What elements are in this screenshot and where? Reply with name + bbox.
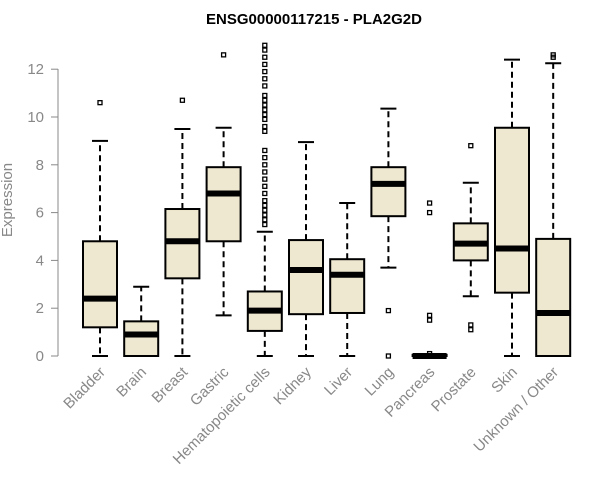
outlier-point	[262, 54, 268, 60]
outlier-point	[262, 42, 268, 48]
outlier-point	[262, 207, 268, 213]
iqr-box	[205, 166, 242, 243]
outlier-point	[385, 307, 392, 314]
x-tick-label: Liver	[321, 364, 356, 399]
outlier-point	[262, 102, 268, 108]
outlier-point	[262, 154, 268, 161]
outlier-point	[426, 200, 433, 206]
y-axis-ticks: 0 2 4 6 8 10 12	[27, 61, 58, 365]
outlier-point	[550, 52, 556, 58]
box-group-lung	[370, 107, 407, 359]
outlier-point	[262, 61, 268, 68]
chart-title: ENSG00000117215 - PLA2G2D	[206, 11, 422, 28]
outlier-point	[179, 97, 186, 103]
outlier-point	[262, 176, 268, 182]
outlier-point	[262, 221, 268, 228]
iqr-box	[329, 258, 366, 314]
y-tick-label: 8	[36, 157, 44, 174]
x-tick-label: Bladder	[60, 364, 109, 413]
x-tick-label: Lung	[362, 364, 398, 400]
outlier-point	[426, 312, 433, 319]
box-group-breast	[164, 97, 201, 357]
y-tick-label: 2	[36, 300, 44, 317]
x-tick-label: Prostate	[428, 364, 480, 416]
y-tick-label: 12	[27, 61, 44, 78]
box-group-unknown-other	[535, 52, 572, 357]
outlier-point	[426, 317, 433, 323]
box-group-kidney	[288, 141, 324, 357]
iqr-box	[123, 320, 160, 357]
outlier-point	[262, 202, 268, 209]
outlier-point	[262, 123, 268, 130]
y-tick-label: 0	[36, 348, 44, 365]
outlier-point	[262, 197, 268, 204]
x-tick-label: Breast	[149, 363, 192, 406]
outlier-point	[97, 100, 103, 106]
box-group-skin	[494, 58, 530, 357]
box-group-hematopoietic-cells	[246, 42, 283, 357]
outlier-point	[262, 212, 268, 218]
outlier-point	[262, 76, 268, 82]
box-group-gastric	[205, 52, 242, 317]
outlier-point	[262, 217, 268, 223]
box-group-pancreas	[411, 200, 448, 359]
outlier-point	[220, 52, 227, 58]
box-group-liver	[329, 202, 366, 357]
outlier-point	[262, 169, 268, 175]
outlier-point	[468, 143, 474, 149]
outlier-point	[262, 147, 268, 154]
iqr-box	[535, 237, 572, 357]
outlier-point	[262, 162, 268, 168]
y-axis-label: Expression	[0, 163, 16, 237]
outlier-point	[468, 322, 474, 328]
iqr-box	[288, 239, 324, 316]
outlier-point	[262, 97, 268, 103]
outlier-point	[262, 183, 268, 189]
outlier-point	[262, 190, 268, 197]
box-series	[82, 42, 572, 359]
outlier-point	[262, 47, 268, 53]
y-tick-label: 4	[36, 252, 44, 269]
x-tick-label: Skin	[488, 364, 521, 397]
outlier-point	[262, 116, 268, 123]
box-group-brain	[123, 285, 160, 357]
outlier-point	[262, 107, 268, 113]
box-group-prostate	[452, 143, 489, 333]
outlier-point	[262, 128, 268, 134]
iqr-box	[494, 126, 530, 294]
outlier-point	[468, 327, 474, 333]
outlier-point	[426, 209, 433, 216]
outlier-point	[385, 353, 392, 359]
outlier-point	[262, 92, 268, 99]
outlier-point	[262, 68, 268, 75]
box-group-bladder	[82, 100, 118, 357]
outlier-point	[262, 83, 268, 89]
outlier-point	[426, 350, 433, 357]
x-tick-label: Brain	[113, 364, 150, 401]
y-tick-label: 10	[27, 109, 44, 126]
y-tick-label: 6	[36, 205, 44, 222]
iqr-box	[82, 240, 118, 329]
iqr-box	[370, 166, 407, 218]
outlier-point	[262, 111, 268, 118]
x-tick-label: Kidney	[270, 363, 315, 408]
